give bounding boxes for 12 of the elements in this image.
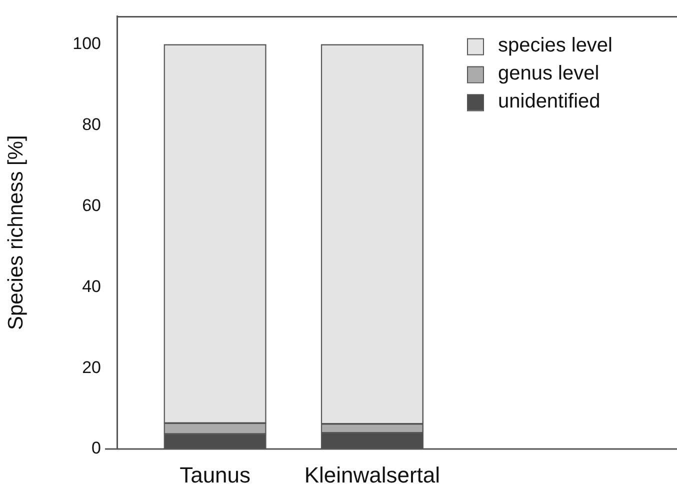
legend-label: unidentified (498, 90, 600, 113)
legend-label: genus level (498, 62, 600, 85)
y-tick-label: 40 (82, 276, 101, 296)
y-axis-title: Species richness [%] (4, 135, 28, 330)
x-tick-label: Kleinwalsertal (304, 462, 440, 488)
y-tick-label: 80 (82, 115, 101, 134)
y-tick-label: 60 (82, 196, 101, 215)
x-tick-label: Taunus (180, 462, 251, 488)
y-tick-label: 0 (92, 438, 101, 458)
y-tick-label: 20 (82, 358, 101, 377)
legend-label: species level (498, 34, 613, 57)
y-tick-label: 100 (72, 34, 101, 54)
